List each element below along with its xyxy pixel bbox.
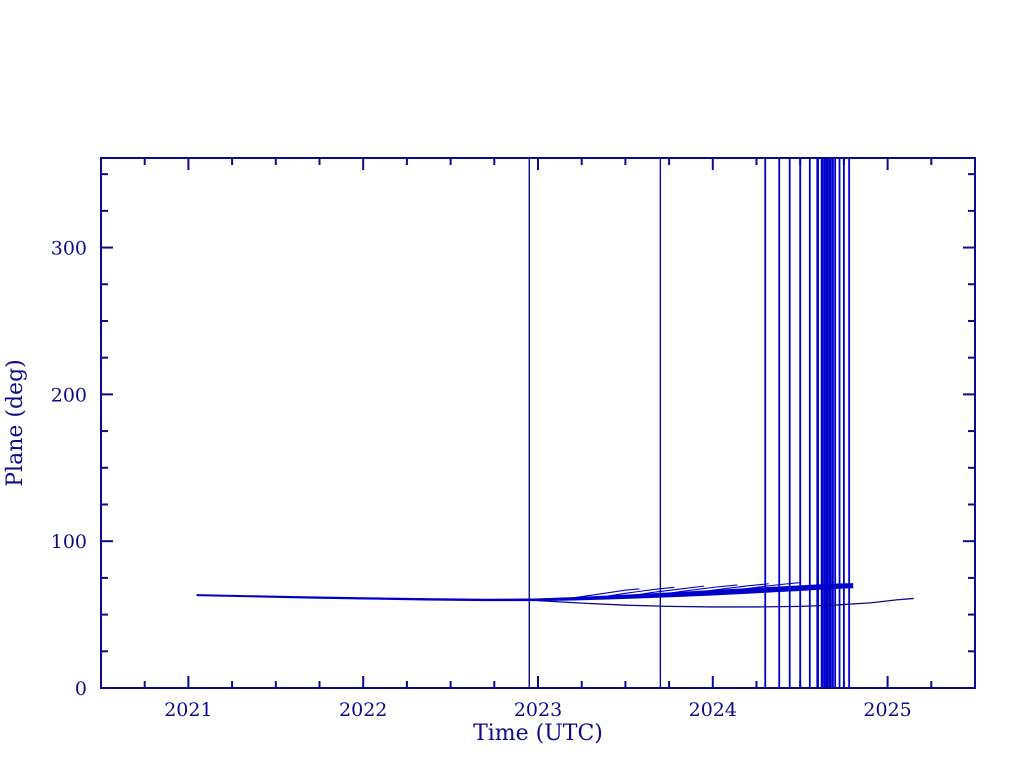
plane-series-plane-fan-branch-4	[642, 584, 738, 598]
y-tick-label: 200	[51, 384, 87, 406]
y-axis-ticks	[101, 173, 975, 689]
x-axis-ticks	[100, 158, 976, 688]
y-axis-tick-labels: 0 100 200 300	[51, 238, 87, 700]
plane-series-plane-outlier-low	[537, 597, 914, 608]
x-tick-label: 2025	[863, 699, 911, 721]
x-tick-label: 2023	[514, 699, 562, 721]
x-axis-title: Time (UTC)	[473, 721, 603, 746]
y-axis-title: Plane (deg)	[3, 359, 28, 487]
x-tick-label: 2021	[164, 699, 212, 721]
plane-series-plane-fan-branch-3	[616, 585, 705, 599]
plane-series-plane-fan-branch-6	[703, 582, 801, 596]
data-series-layer	[196, 159, 914, 687]
x-axis-tick-labels: 2021 2022 2023 2024 2025	[164, 699, 912, 721]
y-tick-label: 100	[51, 531, 87, 553]
plane-series-plane-fan-branch-2	[590, 586, 675, 600]
plane-series-plane-fan-branch-1	[564, 588, 640, 600]
x-tick-label: 2024	[689, 699, 737, 721]
x-tick-label: 2022	[339, 699, 387, 721]
y-tick-label: 300	[51, 238, 87, 260]
plane-series-plane-fan-branch-5	[674, 583, 769, 597]
y-tick-label: 0	[75, 678, 87, 700]
